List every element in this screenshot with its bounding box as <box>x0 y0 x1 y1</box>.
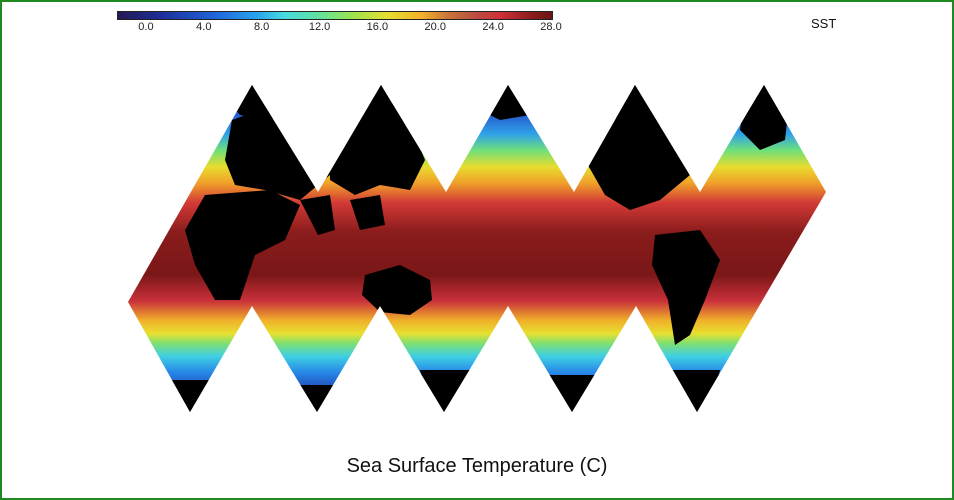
antarctic-land-2 <box>290 385 360 412</box>
arctic-land-3 <box>470 85 540 120</box>
south-america <box>652 230 720 345</box>
greenland <box>740 95 790 150</box>
colorbar <box>117 11 553 20</box>
colorbar-tick-label: 0.0 <box>138 21 154 33</box>
antarctic-land-3 <box>420 370 470 412</box>
antarctic-land-4 <box>545 375 600 412</box>
india <box>300 195 335 235</box>
variable-label: SST <box>811 16 837 31</box>
colorbar-tick-label: 28.0 <box>540 21 562 33</box>
antarctic-land-5 <box>670 370 720 412</box>
colorbar-tick-label: 8.0 <box>254 21 270 33</box>
colorbar-tick-label: 20.0 <box>424 21 446 33</box>
australia <box>362 265 432 315</box>
map-title: Sea Surface Temperature (C) <box>346 455 608 477</box>
colorbar-tick-label: 4.0 <box>196 21 212 33</box>
eurasia-east <box>330 100 425 195</box>
colorbar-tick-label: 24.0 <box>482 21 504 33</box>
antarctic-land-1 <box>150 380 250 412</box>
colorbar-tick-label: 16.0 <box>366 21 389 33</box>
colorbar-tick-label: 12.0 <box>308 21 331 33</box>
southeast-asia <box>350 195 385 230</box>
africa <box>185 190 300 300</box>
